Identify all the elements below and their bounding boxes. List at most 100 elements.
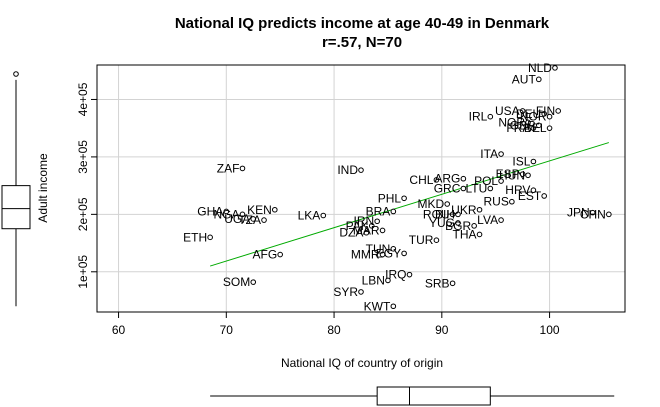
data-point bbox=[519, 171, 526, 177]
data-point bbox=[498, 178, 504, 184]
x-tick-label: 60 bbox=[112, 323, 126, 337]
point-label: TUR bbox=[409, 233, 434, 247]
point-label: DEU bbox=[516, 107, 541, 121]
point-label: JPN bbox=[567, 206, 590, 220]
grid-lines bbox=[97, 65, 625, 312]
x-tick-label: 70 bbox=[220, 323, 234, 337]
point-label: IRN bbox=[353, 214, 374, 228]
trend-line-group bbox=[209, 142, 609, 267]
point-label: BGR bbox=[445, 219, 471, 233]
point-label: FIN bbox=[536, 104, 555, 118]
x-tick-label: 80 bbox=[327, 323, 341, 337]
point-label: ESP bbox=[496, 167, 520, 181]
data-point bbox=[390, 303, 397, 310]
point-label: THA bbox=[453, 227, 477, 241]
point-label: IND bbox=[337, 163, 358, 177]
point-label: NOR bbox=[498, 115, 525, 129]
data-point bbox=[207, 234, 213, 241]
point-label: LKA bbox=[298, 208, 321, 222]
data-point bbox=[390, 208, 397, 215]
data-point bbox=[455, 220, 461, 226]
point-label: HRV bbox=[505, 183, 530, 197]
point-label: ARG bbox=[434, 172, 460, 186]
point-label: KWT bbox=[364, 299, 391, 313]
point-label: EGY bbox=[376, 246, 401, 260]
data-point bbox=[552, 65, 558, 71]
y-tick-label: 2e+05 bbox=[76, 197, 90, 231]
point-label: PHL bbox=[378, 191, 402, 205]
data-point bbox=[271, 206, 278, 213]
point-label: MKD bbox=[418, 197, 445, 211]
data-point bbox=[455, 211, 461, 218]
data-point bbox=[363, 229, 370, 236]
y-axis: 1e+05 2e+05 3e+05 4e+05 bbox=[76, 82, 97, 289]
point-label: BRA bbox=[366, 204, 391, 218]
data-point bbox=[498, 217, 504, 223]
point-label: USA bbox=[495, 104, 520, 118]
data-point bbox=[239, 165, 246, 172]
data-point bbox=[471, 223, 477, 229]
point-label: RUS bbox=[484, 195, 509, 209]
x-tick-label: 90 bbox=[435, 323, 449, 337]
data-point bbox=[546, 125, 553, 131]
point-label: POL bbox=[474, 174, 498, 188]
y-tick-label: 1e+05 bbox=[76, 255, 90, 289]
data-point bbox=[406, 271, 413, 278]
point-label: NOR bbox=[520, 110, 547, 124]
data-point bbox=[449, 280, 456, 287]
point-label: IRL bbox=[469, 110, 488, 124]
point-label: HUN bbox=[499, 168, 525, 182]
y-marginal-boxplot bbox=[1, 71, 31, 307]
point-label: AFG bbox=[253, 248, 278, 262]
data-point bbox=[487, 113, 494, 120]
trend-line bbox=[209, 142, 609, 267]
point-label: ISL bbox=[512, 155, 530, 169]
data-point bbox=[401, 195, 407, 202]
data-point bbox=[223, 208, 230, 215]
chart-title: National IQ predicts income at age 40-49… bbox=[175, 15, 550, 32]
point-label: SRB bbox=[425, 276, 450, 290]
data-point bbox=[541, 193, 547, 199]
data-point bbox=[606, 211, 612, 218]
point-label: EST bbox=[518, 189, 542, 203]
data-points bbox=[207, 65, 612, 310]
point-label: TZA bbox=[238, 213, 261, 227]
point-label: AUT bbox=[512, 72, 537, 86]
data-point bbox=[250, 279, 257, 285]
point-label: LBN bbox=[362, 273, 385, 287]
point-label: KEN bbox=[247, 203, 272, 217]
x-box bbox=[376, 386, 491, 406]
data-point bbox=[498, 151, 504, 157]
data-point bbox=[277, 251, 283, 258]
data-point bbox=[535, 122, 542, 129]
y-axis-label: Adult income bbox=[36, 153, 50, 223]
data-point bbox=[476, 231, 483, 238]
data-point bbox=[525, 172, 531, 179]
point-label: ROU bbox=[423, 207, 450, 221]
data-point bbox=[530, 187, 537, 194]
point-label: TUN bbox=[366, 242, 391, 256]
point-label: FRA bbox=[506, 121, 530, 135]
data-point bbox=[530, 158, 537, 165]
data-point bbox=[519, 108, 526, 114]
point-label: SYR bbox=[333, 285, 358, 299]
point-label: ETH bbox=[183, 230, 207, 244]
data-point bbox=[250, 216, 257, 222]
data-point bbox=[385, 277, 391, 284]
data-point bbox=[530, 125, 537, 131]
x-axis-label: National IQ of country of origin bbox=[281, 356, 443, 370]
x-axis: 60 70 80 90 100 bbox=[112, 312, 560, 337]
point-label: GRC bbox=[434, 182, 461, 196]
data-point bbox=[379, 251, 386, 258]
point-label: LTU bbox=[466, 182, 488, 196]
point-label: IRQ bbox=[385, 268, 406, 282]
data-point bbox=[239, 211, 246, 218]
point-label: CHL bbox=[409, 173, 433, 187]
point-label: PAK bbox=[346, 219, 369, 233]
data-point bbox=[589, 209, 596, 216]
data-point bbox=[444, 201, 451, 207]
data-point bbox=[509, 198, 515, 205]
point-label: BIH bbox=[435, 207, 455, 221]
